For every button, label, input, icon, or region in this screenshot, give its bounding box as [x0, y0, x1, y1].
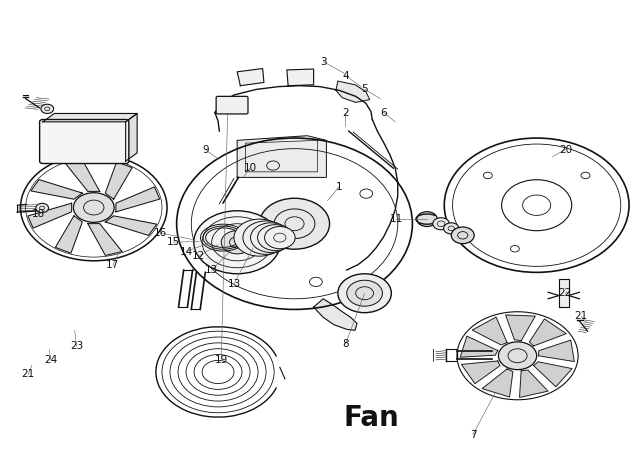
- Polygon shape: [105, 162, 132, 199]
- Text: 20: 20: [559, 144, 572, 155]
- Circle shape: [194, 211, 280, 274]
- Polygon shape: [506, 315, 535, 341]
- Polygon shape: [314, 299, 357, 330]
- Text: 5: 5: [362, 84, 368, 95]
- Text: 21: 21: [575, 311, 588, 322]
- Polygon shape: [539, 340, 574, 362]
- Polygon shape: [336, 81, 370, 103]
- Circle shape: [243, 221, 289, 254]
- Circle shape: [433, 218, 449, 230]
- Text: 18: 18: [32, 210, 45, 219]
- Polygon shape: [116, 187, 159, 212]
- Polygon shape: [559, 279, 568, 307]
- Text: 7: 7: [470, 430, 476, 439]
- Circle shape: [36, 203, 49, 212]
- Polygon shape: [88, 224, 122, 255]
- Polygon shape: [65, 160, 100, 192]
- Text: 23: 23: [70, 342, 83, 351]
- Text: 14: 14: [180, 247, 193, 256]
- Text: 15: 15: [167, 237, 180, 247]
- FancyBboxPatch shape: [40, 119, 129, 164]
- Text: 21: 21: [22, 369, 35, 379]
- Text: 16: 16: [154, 228, 167, 238]
- Polygon shape: [482, 369, 513, 397]
- Polygon shape: [534, 362, 572, 387]
- Polygon shape: [529, 319, 566, 346]
- FancyBboxPatch shape: [216, 96, 248, 114]
- Circle shape: [250, 223, 291, 253]
- Text: 6: 6: [380, 108, 387, 117]
- Text: 8: 8: [342, 339, 349, 349]
- Polygon shape: [520, 370, 548, 397]
- Circle shape: [259, 198, 330, 249]
- Circle shape: [234, 219, 285, 256]
- Polygon shape: [125, 114, 137, 161]
- Circle shape: [338, 274, 392, 313]
- Circle shape: [347, 280, 383, 306]
- Polygon shape: [105, 216, 157, 235]
- Circle shape: [444, 223, 459, 234]
- Text: 24: 24: [44, 356, 58, 365]
- Circle shape: [264, 226, 295, 249]
- Text: 9: 9: [202, 144, 209, 155]
- Text: 11: 11: [390, 214, 403, 224]
- Polygon shape: [472, 317, 507, 345]
- Text: 13: 13: [205, 265, 218, 275]
- Polygon shape: [461, 361, 500, 384]
- Text: 2: 2: [342, 108, 349, 117]
- Polygon shape: [237, 69, 264, 86]
- Text: 17: 17: [106, 260, 120, 270]
- Text: Fan: Fan: [343, 404, 399, 432]
- Circle shape: [451, 227, 474, 244]
- Polygon shape: [43, 114, 137, 122]
- Polygon shape: [56, 216, 83, 253]
- Circle shape: [41, 104, 54, 114]
- Text: 22: 22: [559, 288, 572, 298]
- Circle shape: [74, 193, 114, 222]
- Circle shape: [417, 212, 437, 226]
- Text: 13: 13: [227, 279, 241, 289]
- Circle shape: [221, 231, 253, 254]
- Text: 12: 12: [192, 251, 205, 261]
- Text: 3: 3: [320, 56, 326, 67]
- Text: 10: 10: [243, 163, 257, 173]
- Text: 1: 1: [336, 182, 342, 192]
- Circle shape: [257, 225, 293, 251]
- Polygon shape: [31, 179, 83, 199]
- Text: 4: 4: [342, 70, 349, 81]
- Polygon shape: [460, 336, 498, 357]
- Circle shape: [499, 342, 537, 370]
- Text: 19: 19: [214, 356, 228, 365]
- Polygon shape: [287, 69, 314, 86]
- Polygon shape: [237, 136, 326, 178]
- Polygon shape: [28, 203, 72, 228]
